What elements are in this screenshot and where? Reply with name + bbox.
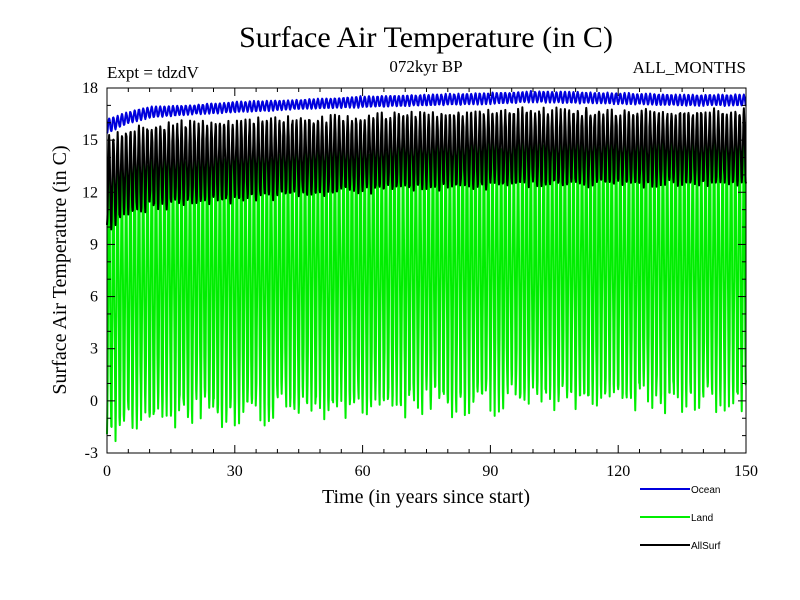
y-tick-label: 15 <box>82 132 98 149</box>
x-tick-label: 90 <box>482 463 498 480</box>
x-tick-label: 120 <box>606 463 630 480</box>
x-tick-label: 0 <box>103 463 111 480</box>
y-tick-label: 18 <box>82 80 98 97</box>
y-tick-label: 6 <box>90 289 98 306</box>
period-label: 072kyr BP <box>389 57 462 76</box>
months-label: ALL_MONTHS <box>633 58 746 77</box>
y-tick-label: 9 <box>90 236 98 253</box>
x-tick-label: 60 <box>355 463 371 480</box>
x-tick-label: 150 <box>734 463 758 480</box>
series-line-allsurf <box>106 106 747 231</box>
legend-label-land: Land <box>691 513 713 524</box>
series-line-land <box>106 118 747 443</box>
x-axis-label: Time (in years since start) <box>322 486 530 508</box>
legend-label-ocean: Ocean <box>691 485 720 496</box>
experiment-label: Expt = tdzdV <box>107 63 199 82</box>
y-tick-label: 3 <box>90 341 98 358</box>
y-axis-label: Surface Air Temperature (in C) <box>49 145 71 394</box>
y-tick-label: 0 <box>90 393 98 410</box>
x-tick-label: 30 <box>227 463 243 480</box>
chart-title: Surface Air Temperature (in C) <box>239 21 613 54</box>
axes-layer: 0 30 60 90 120 150 -3 0 3 6 9 12 15 18 <box>82 80 758 480</box>
series-line-ocean <box>106 90 747 134</box>
legend: Ocean Land AllSurf <box>640 485 721 552</box>
y-tick-label: 12 <box>82 184 98 201</box>
y-tick-label: -3 <box>85 445 98 462</box>
series-layer <box>106 90 747 443</box>
legend-label-allsurf: AllSurf <box>691 541 721 552</box>
